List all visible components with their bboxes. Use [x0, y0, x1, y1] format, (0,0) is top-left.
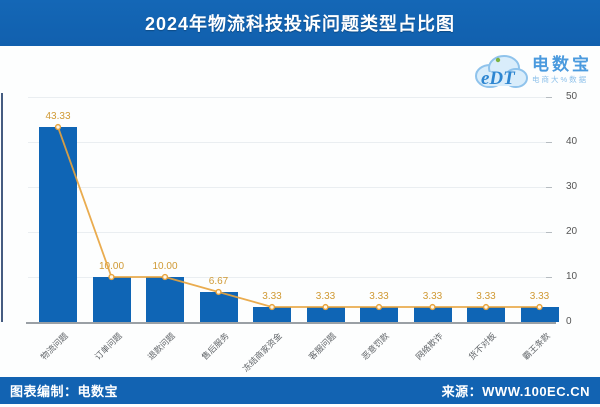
y-axis-tick-label: 50	[566, 91, 578, 102]
bar	[413, 307, 452, 322]
y-axis-tick-label: 30	[566, 181, 578, 192]
x-axis-line	[26, 322, 556, 324]
x-axis-label: 冻结商家资金	[240, 330, 284, 374]
y-axis-tick-label: 40	[566, 136, 578, 147]
y-axis-tick-label: 0	[566, 316, 572, 327]
bar-value-label: 3.33	[369, 291, 389, 302]
x-axis-label: 霸王条款	[520, 330, 552, 362]
bar	[39, 127, 77, 322]
bar	[520, 307, 559, 322]
x-axis-label: 恶意罚款	[359, 330, 391, 362]
bar	[92, 277, 131, 322]
brand-tagline: 电商大%数据	[532, 74, 589, 84]
bar	[306, 307, 345, 322]
x-axis-label: 客服问题	[306, 330, 338, 362]
x-axis-label: 货不对板	[466, 330, 498, 362]
chart-title-bar: 2024年物流科技投诉问题类型占比图	[0, 0, 600, 46]
y-axis-tick	[546, 277, 552, 278]
y-axis-tick	[546, 142, 552, 143]
bar	[253, 307, 291, 322]
footer-bar: 图表编制：电数宝 来源：WWW.100EC.CN	[0, 377, 600, 404]
x-axis-label: 售后服务	[199, 330, 231, 362]
bar-value-label: 10.00	[98, 261, 125, 272]
bar-value-label: 10.00	[152, 261, 178, 272]
y-axis-tick	[546, 187, 552, 188]
bar-value-label: 3.33	[529, 291, 550, 302]
y-axis-tick-label: 10	[566, 271, 578, 282]
bar-value-label: 3.33	[262, 291, 282, 302]
bar-value-label: 3.33	[476, 291, 496, 302]
page-title: 2024年物流科技投诉问题类型占比图	[144, 14, 456, 34]
x-axis-label: 网络欺诈	[413, 330, 445, 362]
bar	[467, 307, 505, 322]
bar	[360, 307, 398, 322]
x-axis-label: 物流问题	[38, 330, 70, 362]
brand-text: 电数宝 电商大%数据	[532, 54, 592, 85]
bar-value-label: 3.33	[422, 291, 443, 302]
brand-name: 电数宝	[532, 54, 592, 74]
bar	[146, 277, 184, 322]
gridline	[28, 97, 550, 98]
edt-cloud-icon: eDT	[475, 55, 528, 89]
footer-source: 来源：WWW.100EC.CN	[441, 384, 590, 399]
bar-value-label: 6.67	[208, 275, 229, 287]
gridline	[28, 142, 550, 143]
y-axis-line	[1, 93, 3, 322]
svg-text:eDT: eDT	[481, 68, 516, 89]
bar	[199, 291, 238, 322]
bar-value-label: 43.33	[45, 111, 71, 122]
gridline	[28, 187, 550, 188]
bar-value-label: 3.33	[315, 291, 336, 302]
y-axis-tick	[546, 232, 552, 233]
y-axis-tick-label: 20	[566, 226, 578, 237]
x-axis-label: 订单问题	[92, 330, 124, 362]
y-axis-tick	[546, 97, 552, 98]
x-axis-label: 退款问题	[145, 330, 177, 362]
gridline	[28, 232, 550, 233]
brand-logo: eDT 电数宝 电商大%数据	[442, 48, 592, 92]
footer-credit: 图表编制：电数宝	[10, 384, 119, 399]
